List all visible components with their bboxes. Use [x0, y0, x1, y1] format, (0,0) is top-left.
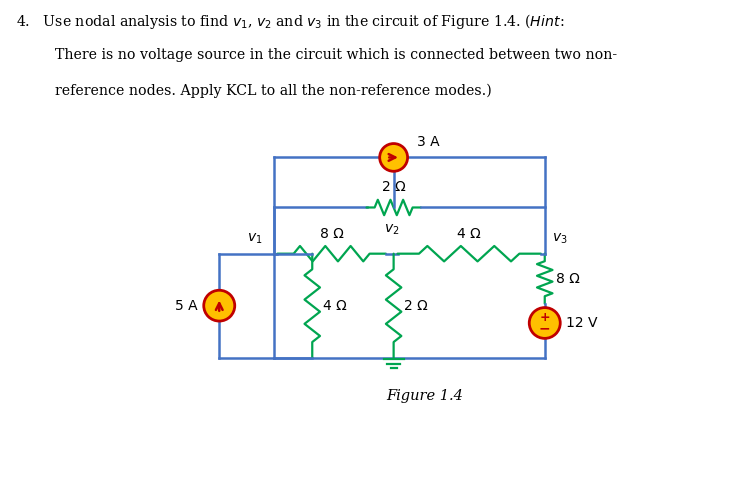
- Text: 4 Ω: 4 Ω: [323, 299, 346, 313]
- Text: reference nodes. Apply KCL to all the non-reference modes.): reference nodes. Apply KCL to all the no…: [55, 84, 491, 98]
- Text: 8 Ω: 8 Ω: [556, 272, 580, 286]
- Text: 4 Ω: 4 Ω: [458, 227, 481, 241]
- Text: 12 V: 12 V: [567, 316, 598, 330]
- Text: Figure 1.4: Figure 1.4: [386, 389, 463, 403]
- Circle shape: [379, 144, 408, 171]
- Text: −: −: [539, 322, 550, 336]
- Circle shape: [204, 290, 235, 321]
- Text: $v_1$: $v_1$: [247, 232, 262, 246]
- Text: $v_2$: $v_2$: [385, 222, 400, 237]
- Text: 4.   Use nodal analysis to find $v_1$, $v_2$ and $v_3$ in the circuit of Figure : 4. Use nodal analysis to find $v_1$, $v_…: [16, 12, 564, 31]
- Circle shape: [529, 308, 560, 338]
- Text: 5 A: 5 A: [175, 299, 197, 313]
- Text: $v_3$: $v_3$: [553, 232, 568, 246]
- Text: 3 A: 3 A: [417, 135, 439, 149]
- Text: 8 Ω: 8 Ω: [319, 227, 344, 241]
- Text: There is no voltage source in the circuit which is connected between two non-: There is no voltage source in the circui…: [55, 48, 617, 62]
- Text: 2 Ω: 2 Ω: [404, 299, 428, 313]
- Text: +: +: [539, 311, 550, 324]
- Text: 2 Ω: 2 Ω: [382, 180, 406, 194]
